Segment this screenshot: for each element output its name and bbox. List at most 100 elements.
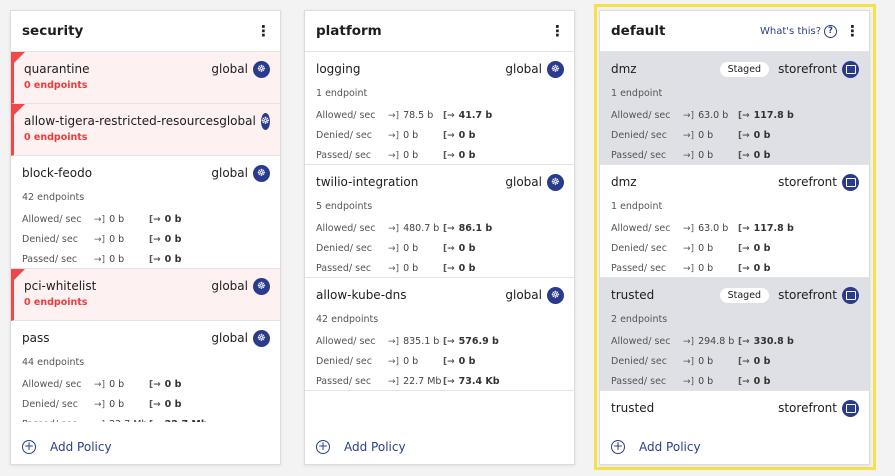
egress-value: 22.7 Mb [165, 419, 208, 423]
stat-label: Passed/ sec [22, 253, 78, 265]
egress-icon: [→ [738, 263, 750, 274]
egress-value: 41.7 b [458, 109, 493, 121]
egress-value: 0 b [753, 149, 771, 161]
stat-allowed: Allowed/ sec →] 63.0 b [→ 117.8 b [611, 218, 859, 238]
stat-label: Allowed/ sec [316, 222, 376, 234]
policy-namespace: storefront [778, 401, 837, 415]
policy-namespace: global [211, 166, 248, 180]
policy-namespace: global [505, 175, 542, 189]
ingress-value: 0 b [698, 262, 714, 274]
whats-this-label: What's this? [760, 25, 821, 37]
more-options-icon[interactable]: ⋮ [550, 21, 565, 40]
policy-row[interactable]: quarantine global ☸ 0 endpoints [11, 52, 280, 104]
egress-icon: [→ [738, 336, 750, 347]
staged-badge: Staged [719, 287, 770, 303]
ingress-value: 63.0 b [698, 222, 729, 234]
ingress-icon: →] [388, 110, 400, 121]
stat-passed: Passed/ sec →] 22.7 Mb [→ 73.4 Kb [316, 371, 564, 390]
stat-passed: Passed/ sec →] 0 b [→ 0 b [611, 258, 859, 277]
egress-value: 0 b [753, 355, 771, 367]
ingress-value: 835.1 b [403, 335, 440, 347]
ingress-value: 294.8 b [698, 335, 735, 347]
ingress-icon: →] [683, 243, 695, 254]
policy-name: twilio-integration [316, 175, 419, 189]
stat-denied: Denied/ sec →] 0 b [→ 0 b [22, 394, 270, 414]
stat-label: Passed/ sec [611, 262, 667, 274]
ingress-value: 22.7 Mb [109, 419, 147, 423]
policy-name: quarantine [24, 62, 90, 76]
endpoint-count: 2 endpoints [611, 314, 668, 325]
policy-row[interactable]: allow-tigera-restricted-resources global … [11, 104, 280, 156]
add-policy-button[interactable]: + Add Policy [611, 440, 701, 454]
whats-this-link[interactable]: What's this?? [760, 24, 837, 38]
more-options-icon[interactable]: ⋮ [845, 21, 860, 40]
ingress-icon: →] [683, 263, 695, 274]
policy-namespace: storefront [778, 175, 837, 189]
ingress-icon: →] [388, 376, 400, 387]
ingress-icon: →] [388, 243, 400, 254]
policy-row[interactable]: logging global ☸ 1 endpoint Allowed/ sec →… [305, 52, 574, 165]
ingress-value: 0 b [403, 355, 419, 367]
policy-row[interactable]: pci-whitelist global ☸ 0 endpoints [11, 269, 280, 321]
policy-name: allow-tigera-restricted-resources [24, 114, 220, 128]
stat-allowed: Allowed/ sec →] 0 b [→ 0 b [22, 374, 270, 394]
stat-denied: Denied/ sec →] 0 b [→ 0 b [316, 351, 564, 371]
policy-namespace: global [219, 114, 256, 128]
egress-value: 0 b [164, 398, 182, 410]
policy-row[interactable]: dmz storefront 1 endpoint Allowed/ sec →]… [600, 165, 869, 278]
egress-icon: [→ [149, 214, 161, 225]
policy-row[interactable]: twilio-integration global ☸ 5 endpoints Al… [305, 165, 574, 278]
stat-denied: Denied/ sec →] 0 b [→ 0 b [611, 238, 859, 258]
stat-allowed: Allowed/ sec →] 63.0 b [→ 117.8 b [611, 105, 859, 125]
endpoint-count: 1 endpoint [611, 201, 663, 212]
stat-label: Denied/ sec [316, 129, 372, 141]
egress-value: 117.8 b [753, 222, 794, 234]
stat-label: Allowed/ sec [22, 378, 82, 390]
ingress-icon: →] [388, 336, 400, 347]
add-policy-label: Add Policy [344, 440, 406, 454]
add-policy-button[interactable]: + Add Policy [316, 440, 406, 454]
policy-row[interactable]: block-feodo global ☸ 42 endpoints Allowed/… [11, 156, 280, 269]
ingress-value: 0 b [698, 149, 714, 161]
egress-value: 0 b [753, 375, 771, 387]
tier-title: security [22, 23, 84, 39]
ingress-icon: →] [683, 110, 695, 121]
egress-icon: [→ [738, 243, 750, 254]
egress-icon: [→ [738, 110, 750, 121]
egress-value: 0 b [458, 242, 476, 254]
policy-row[interactable]: pass global ☸ 44 endpoints Allowed/ sec →]… [11, 321, 280, 422]
ingress-icon: →] [94, 420, 105, 423]
policy-name: dmz [611, 175, 637, 189]
ingress-value: 0 b [403, 262, 419, 274]
ingress-value: 0 b [698, 129, 714, 141]
ingress-value: 0 b [403, 129, 419, 141]
add-policy-button[interactable]: + Add Policy [22, 440, 112, 454]
policy-list[interactable]: dmz Staged storefront 1 endpoint Allowed/ … [600, 52, 869, 422]
kubernetes-icon: ☸ [253, 329, 270, 347]
policy-namespace: global [211, 279, 248, 293]
policy-namespace: global [505, 288, 542, 302]
stat-label: Denied/ sec [611, 242, 667, 254]
stat-label: Passed/ sec [611, 375, 667, 387]
endpoint-count: 42 endpoints [316, 314, 379, 325]
endpoint-count: 1 endpoint [316, 88, 368, 99]
stat-denied: Denied/ sec →] 0 b [→ 0 b [316, 238, 564, 258]
kubernetes-icon: ☸ [260, 112, 270, 130]
egress-value: 0 b [458, 129, 476, 141]
policy-row[interactable]: allow-kube-dns global ☸ 42 endpoints Allow… [305, 278, 574, 391]
policy-row[interactable]: trusted Staged storefront 2 endpoints Allo… [600, 278, 869, 391]
tier-card-platform: platform ⋮ logging global ☸ 1 endpoint Allo… [304, 10, 575, 465]
policy-row[interactable]: dmz Staged storefront 1 endpoint Allowed/ … [600, 52, 869, 165]
policy-row[interactable]: trusted storefront [600, 391, 869, 422]
egress-icon: [→ [738, 356, 750, 367]
policy-list[interactable]: quarantine global ☸ 0 endpoints allow-tige… [11, 52, 280, 422]
more-options-icon[interactable]: ⋮ [256, 21, 271, 40]
egress-value: 0 b [164, 233, 182, 245]
namespace-icon [842, 60, 859, 78]
egress-value: 0 b [458, 262, 476, 274]
policy-list[interactable]: logging global ☸ 1 endpoint Allowed/ sec →… [305, 52, 574, 422]
ingress-icon: →] [683, 356, 695, 367]
egress-icon: [→ [738, 130, 750, 141]
ingress-value: 0 b [109, 378, 125, 390]
egress-value: 86.1 b [458, 222, 493, 234]
